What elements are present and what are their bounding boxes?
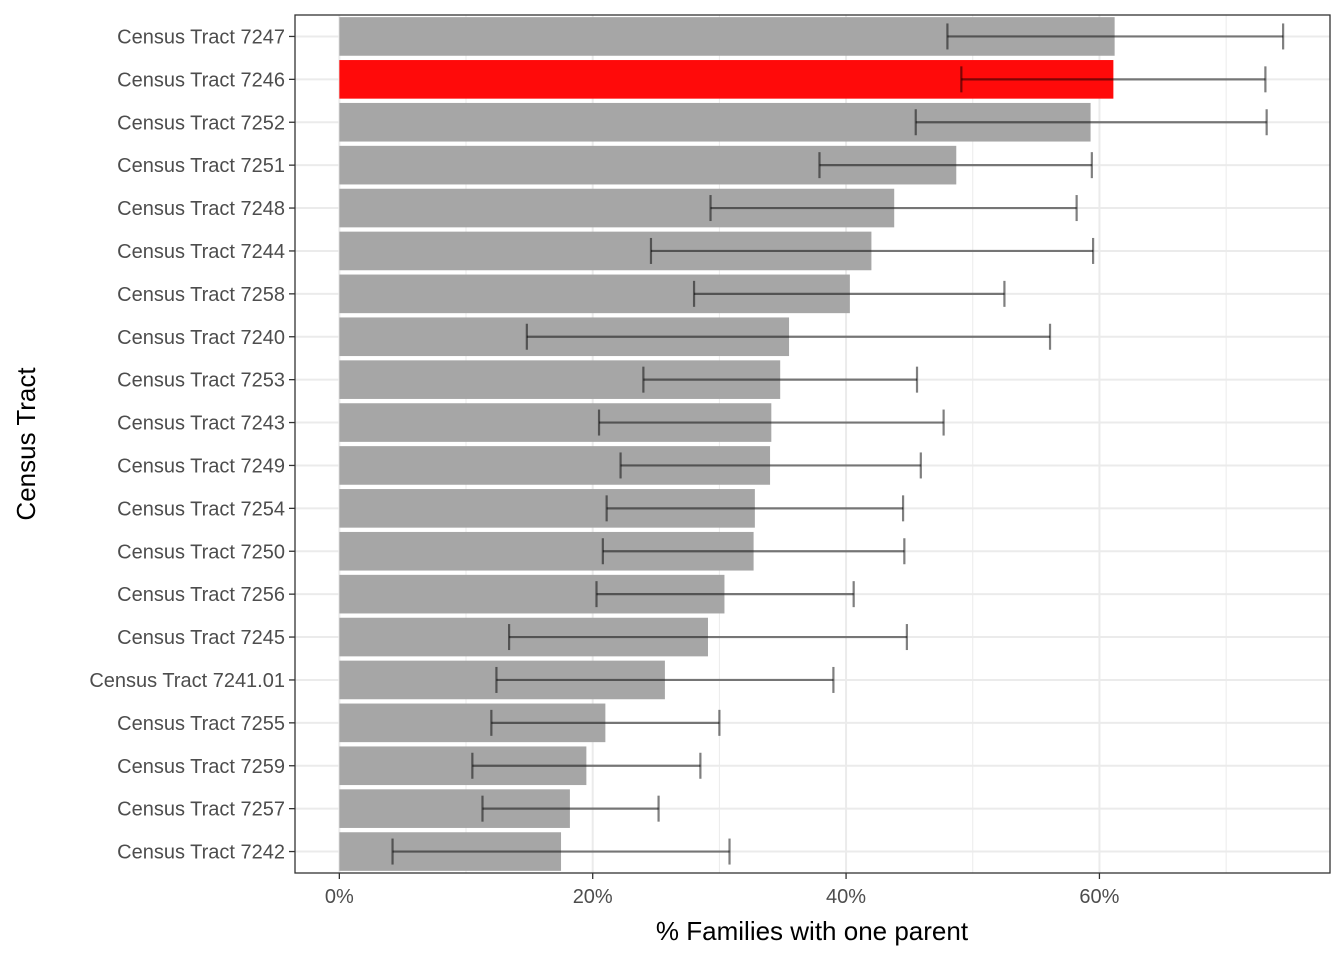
y-tick-label: Census Tract 7257 [117, 799, 285, 821]
y-axis-title: Census Tract [11, 367, 41, 521]
x-tick-label: 40% [826, 886, 866, 908]
y-tick-label: Census Tract 7252 [117, 112, 285, 134]
x-axis-title: % Families with one parent [656, 916, 969, 946]
y-tick-label: Census Tract 7259 [117, 756, 285, 778]
y-tick-label: Census Tract 7240 [117, 327, 285, 349]
y-tick-label: Census Tract 7242 [117, 842, 285, 864]
y-tick-label: Census Tract 7243 [117, 413, 285, 435]
x-tick-label: 0% [325, 886, 354, 908]
x-axis-ticks: 0% 20% 40% 60% [325, 873, 1120, 908]
y-tick-label: Census Tract 7253 [117, 370, 285, 392]
y-axis-ticks: Census Tract 7247 Census Tract 7246 Census… [89, 26, 295, 864]
plot-panel [295, 15, 1330, 873]
y-tick-label: Census Tract 7254 [117, 498, 285, 520]
y-tick-label: Census Tract 7250 [117, 541, 285, 563]
y-tick-label: Census Tract 7247 [117, 26, 285, 48]
error-bars [391, 23, 1285, 865]
plot-panel-border [294, 14, 1331, 874]
y-tick-label: Census Tract 7241.01 [89, 670, 285, 692]
x-tick-label: 60% [1079, 886, 1119, 908]
y-tick-label: Census Tract 7248 [117, 198, 285, 220]
y-tick-label: Census Tract 7258 [117, 284, 285, 306]
y-tick-label: Census Tract 7251 [117, 155, 285, 177]
x-tick-label: 20% [573, 886, 613, 908]
y-tick-label: Census Tract 7256 [117, 584, 285, 606]
y-tick-label: Census Tract 7245 [117, 627, 285, 649]
y-tick-label: Census Tract 7255 [117, 713, 285, 735]
y-tick-label: Census Tract 7249 [117, 455, 285, 477]
y-tick-label: Census Tract 7244 [117, 241, 285, 263]
y-tick-label: Census Tract 7246 [117, 69, 285, 91]
